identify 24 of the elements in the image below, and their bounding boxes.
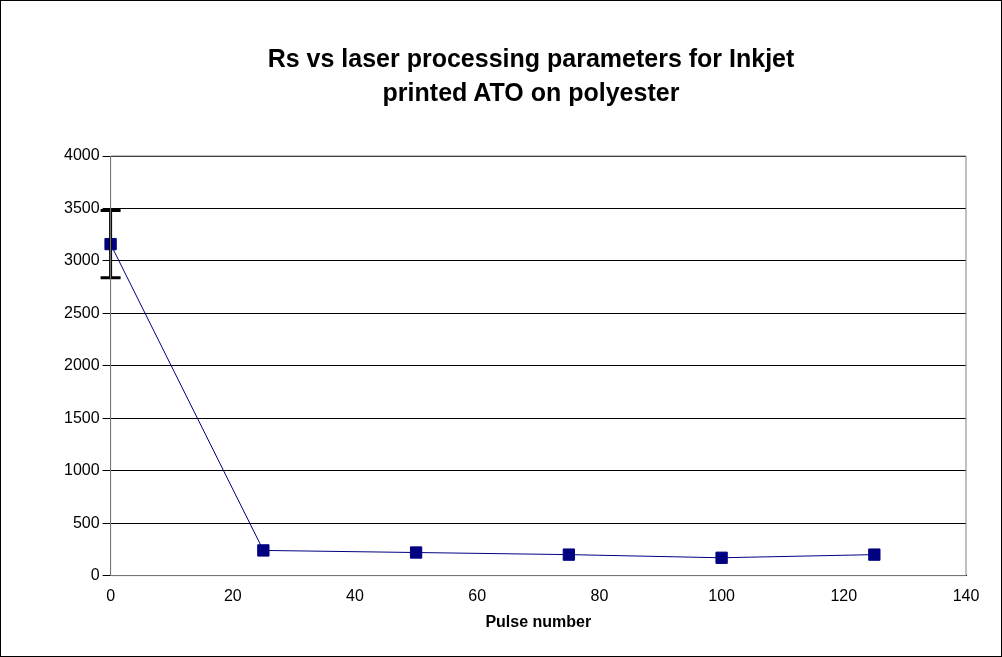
point (715, 551, 728, 564)
point (409, 546, 423, 559)
point (257, 544, 270, 557)
y-tick-label: 2000 (64, 356, 100, 374)
chart-title: Rs vs laser processing parameters for Inkjet printed ATO on polyester (266, 43, 796, 108)
y-tick-label: 1000 (64, 461, 100, 479)
y-tick-label: 500 (72, 513, 100, 531)
point (868, 548, 881, 561)
x-axis-title: Pulse number (485, 612, 592, 630)
y-tick-label: 0 (90, 566, 100, 584)
y-tick-label: 4000 (64, 146, 100, 164)
x-tick-label: 140 (952, 586, 980, 604)
x-tick-label: 80 (590, 586, 609, 604)
x-tick-label: 0 (106, 586, 116, 604)
y-tick-label: 3500 (64, 198, 100, 216)
x-tick-label: 100 (708, 586, 736, 604)
x-tick-label: 120 (830, 586, 858, 604)
y-tick-label: 1500 (64, 408, 100, 426)
y-tick-label: 2500 (64, 303, 100, 321)
x-tick-label: 60 (468, 586, 487, 604)
x-tick-label: 20 (223, 586, 242, 604)
x-tick-label: 40 (346, 586, 364, 604)
y-tick-label: 3000 (64, 251, 100, 269)
point (562, 548, 575, 561)
